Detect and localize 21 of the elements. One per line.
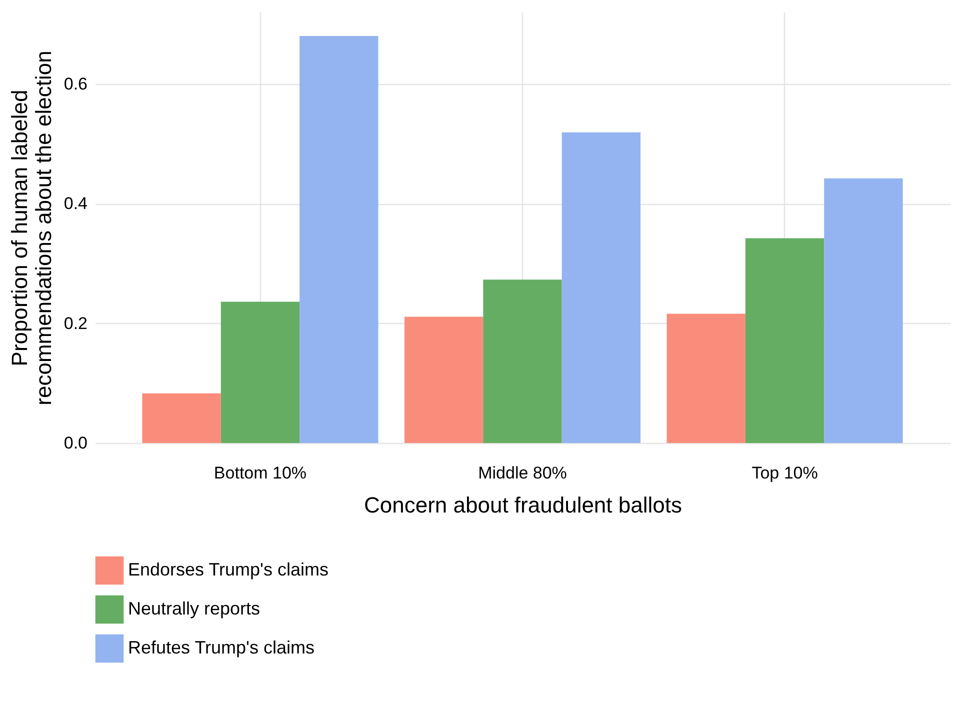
x-tick-label: Middle 80% — [478, 464, 567, 482]
x-tick-label: Bottom 10% — [214, 464, 307, 482]
y-tick-label: 0.6 — [64, 74, 88, 94]
x-axis-title: Concern about fraudulent ballots — [364, 492, 682, 518]
y-tick-label: 0.4 — [64, 194, 88, 214]
bar — [404, 316, 484, 443]
bar — [824, 178, 903, 443]
x-tick-label: Top 10% — [752, 464, 818, 482]
bar — [562, 132, 641, 443]
bar — [300, 36, 378, 443]
bar — [483, 280, 562, 443]
legend-label: Neutrally reports — [128, 598, 260, 618]
y-axis-title: Proportion of human labeled recommendations about the election — [6, 50, 56, 406]
y-tick-label: 0.0 — [64, 434, 88, 452]
legend-label: Endorses Trump's claims — [128, 560, 328, 580]
legend-label: Refutes Trump's claims — [128, 638, 314, 658]
bar — [666, 314, 746, 443]
bar — [220, 302, 300, 443]
bar — [745, 238, 824, 443]
bar — [142, 393, 221, 443]
y-tick-label: 0.2 — [64, 314, 88, 333]
